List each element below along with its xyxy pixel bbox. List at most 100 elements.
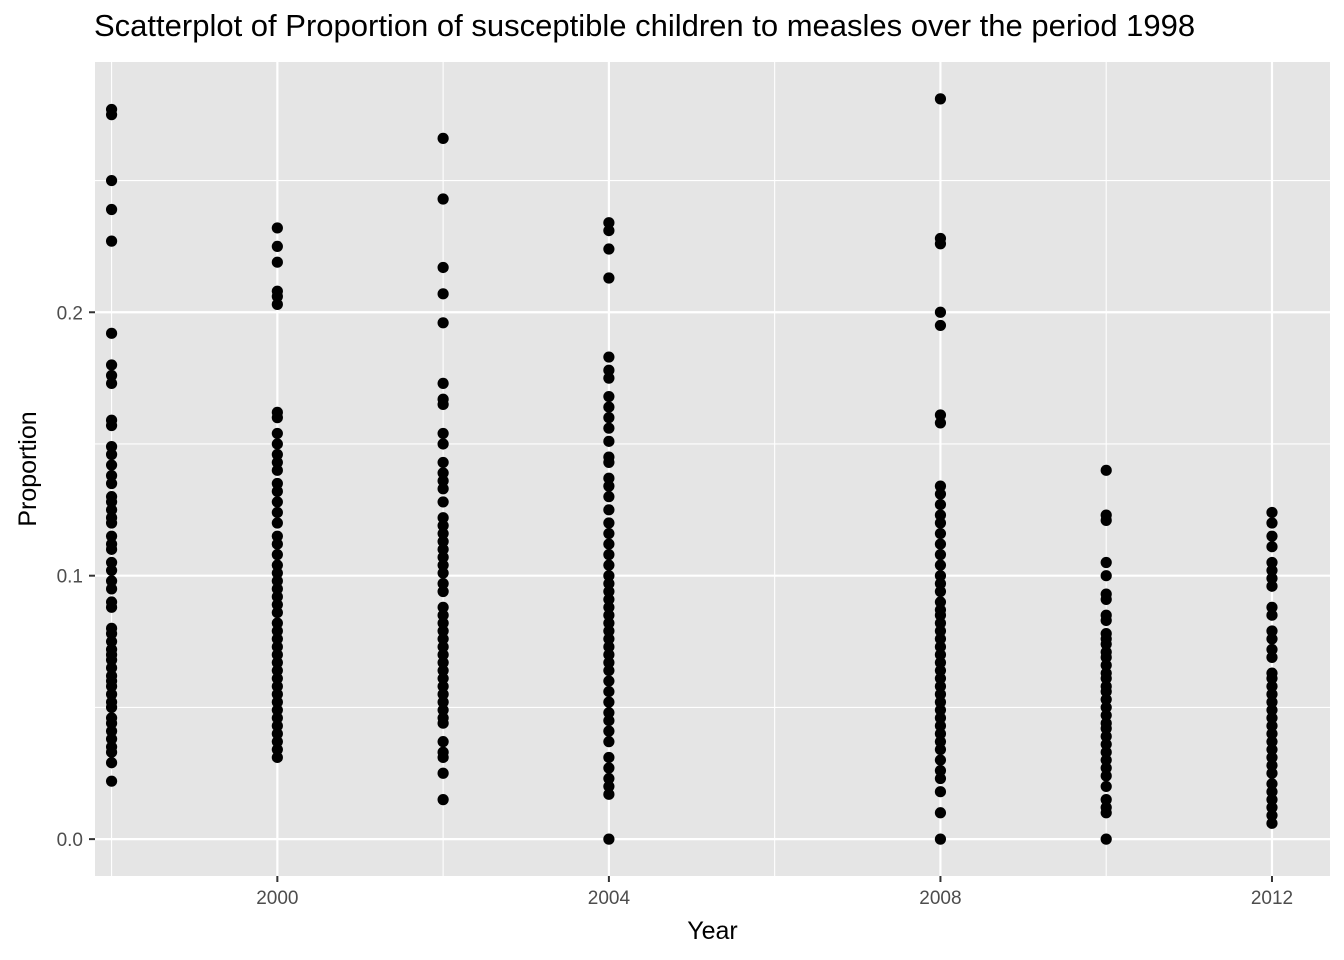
x-axis: 2000 2004 2008 2012 <box>256 876 1293 909</box>
data-point <box>603 435 615 447</box>
data-point <box>934 754 947 766</box>
data-point <box>934 736 947 748</box>
data-point <box>603 472 615 484</box>
data-point <box>934 570 947 582</box>
data-point <box>1266 801 1278 814</box>
data-point <box>934 704 947 716</box>
data-point <box>105 441 118 453</box>
data-point <box>437 672 449 685</box>
data-point <box>105 327 118 339</box>
data-point <box>271 664 283 677</box>
data-point <box>271 617 283 629</box>
data-point <box>934 617 947 629</box>
data-point <box>1100 722 1112 735</box>
data-point <box>437 609 449 621</box>
data-point <box>934 319 947 332</box>
data-point <box>437 551 449 563</box>
data-point <box>934 625 947 637</box>
data-point <box>437 688 449 700</box>
data-point <box>1266 633 1278 645</box>
data-point <box>437 317 449 329</box>
data-point <box>271 559 283 571</box>
data-point <box>271 625 283 637</box>
data-point <box>105 477 118 490</box>
data-point <box>1266 541 1278 553</box>
data-point <box>1100 770 1112 782</box>
data-point <box>934 680 947 692</box>
data-point <box>271 696 283 708</box>
data-point <box>271 641 283 653</box>
data-point <box>1266 736 1278 748</box>
data-point <box>603 609 615 621</box>
data-point <box>271 649 283 661</box>
data-point <box>271 591 283 603</box>
data-point <box>1266 759 1278 771</box>
data-point <box>437 736 449 748</box>
data-point <box>1100 709 1112 721</box>
data-point <box>105 174 118 187</box>
data-point <box>603 641 615 653</box>
data-point <box>603 480 615 492</box>
data-point <box>105 717 118 729</box>
data-point <box>603 649 615 661</box>
data-point <box>1266 672 1278 685</box>
y-tick-label: 0.1 <box>57 567 83 588</box>
data-point <box>437 520 449 532</box>
data-point <box>105 543 118 555</box>
data-point <box>1100 762 1112 774</box>
data-point <box>271 290 283 303</box>
data-point <box>603 725 615 737</box>
data-point <box>934 585 947 598</box>
data-point <box>1100 651 1112 663</box>
data-point <box>934 93 947 105</box>
data-point <box>271 464 283 476</box>
data-point <box>437 527 449 540</box>
data-point <box>105 496 118 508</box>
data-point <box>603 675 615 687</box>
data-point <box>934 559 947 571</box>
data-point <box>271 456 283 469</box>
data-point <box>934 833 947 845</box>
data-point <box>934 480 947 492</box>
data-point <box>105 556 118 569</box>
data-point <box>105 757 118 769</box>
data-point <box>105 448 118 461</box>
data-point <box>603 559 615 571</box>
data-point <box>603 762 615 774</box>
data-point <box>603 570 615 582</box>
data-point <box>437 398 449 411</box>
data-point <box>934 509 947 521</box>
data-point <box>437 475 449 487</box>
data-point <box>603 696 615 708</box>
data-point <box>603 504 615 516</box>
data-point <box>934 549 947 561</box>
data-point <box>271 256 283 268</box>
data-point <box>934 664 947 677</box>
data-point <box>271 688 283 700</box>
data-point <box>603 585 615 598</box>
data-point <box>1100 659 1112 671</box>
data-point <box>1266 625 1278 637</box>
y-tick-label: 0.0 <box>57 830 83 851</box>
data-point <box>603 456 615 469</box>
data-point <box>271 240 283 253</box>
data-point <box>1266 794 1278 806</box>
data-point <box>271 412 283 424</box>
data-point <box>105 583 118 595</box>
data-point <box>1266 688 1278 700</box>
data-point <box>934 498 947 511</box>
data-point <box>934 672 947 685</box>
data-point <box>934 417 947 429</box>
data-point <box>105 688 118 700</box>
data-point <box>1266 556 1278 569</box>
data-point <box>105 601 118 613</box>
data-point <box>1100 638 1112 650</box>
data-point <box>1100 794 1112 806</box>
data-point <box>105 109 118 121</box>
data-point <box>105 628 118 640</box>
data-point <box>1100 833 1112 845</box>
y-axis: 0.0 0.1 0.2 <box>57 303 95 851</box>
data-point <box>603 243 615 255</box>
chart-title: Scatterplot of Proportion of susceptible… <box>94 8 1196 43</box>
data-point <box>934 712 947 724</box>
